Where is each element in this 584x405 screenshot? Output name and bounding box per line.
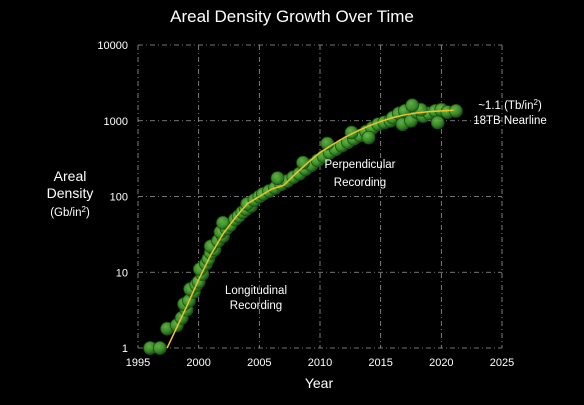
y-axis-label-line1: Areal [54, 168, 87, 184]
data-points [143, 98, 463, 355]
chart-title: Areal Density Growth Over Time [170, 7, 414, 26]
annotation-perpendicular-1: Perpendicular [325, 159, 396, 171]
x-axis-label: Year [305, 375, 334, 391]
y-axis-label-line2: Density [47, 185, 94, 201]
x-tick-label: 2005 [247, 357, 271, 369]
y-axis-unit: (Gb/in2) [50, 205, 90, 220]
annotation-areal-density: ~1.1 (Tb/in2) [478, 98, 542, 113]
data-point [152, 341, 167, 355]
annotation-longitudinal-1: Longitudinal [225, 285, 287, 297]
x-tick-label: 2010 [308, 357, 332, 369]
x-tick-label: 1995 [126, 357, 150, 369]
data-point [270, 171, 285, 185]
annotation-longitudinal-2: Recording [230, 300, 282, 312]
y-tick-label: 1 [122, 343, 128, 355]
trend-line [166, 109, 454, 349]
data-point [430, 115, 445, 130]
y-tick-label: 1000 [104, 116, 128, 128]
x-tick-label: 2000 [186, 357, 210, 369]
annotation-nearline: 18TB Nearline [473, 115, 547, 127]
y-tick-label: 100 [110, 192, 128, 204]
data-point [296, 155, 310, 170]
data-point [361, 130, 376, 145]
y-tick-labels: 1 10 100 1000 10000 [97, 40, 128, 355]
annotation-perpendicular-2: Recording [334, 177, 386, 189]
y-tick-label: 10 [116, 267, 128, 279]
x-tick-label: 2025 [490, 357, 514, 369]
y-tick-label: 10000 [97, 40, 128, 52]
data-point [405, 98, 420, 113]
x-tick-label: 2015 [368, 357, 392, 369]
x-tick-labels: 1995 2000 2005 2010 2015 2020 2025 [126, 357, 514, 369]
x-tick-label: 2020 [429, 357, 453, 369]
